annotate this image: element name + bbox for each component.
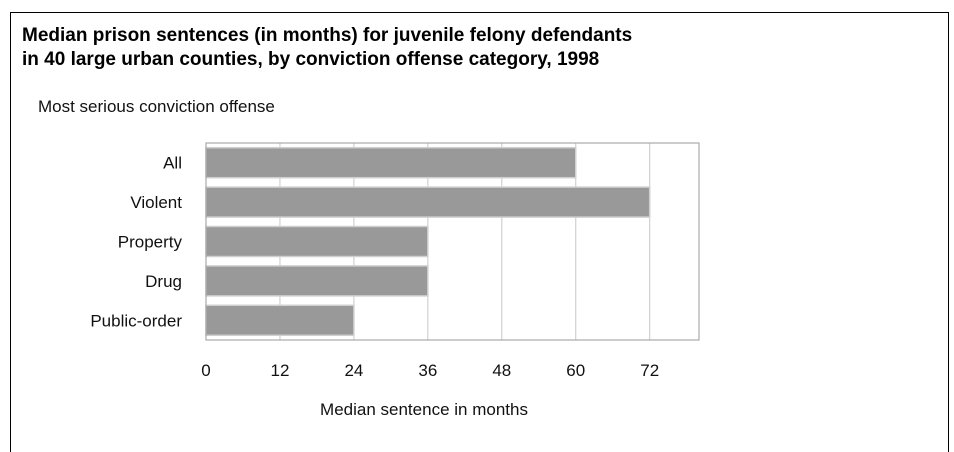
category-label: Drug [145,272,182,291]
x-tick-label: 60 [566,361,585,380]
bar-chart: All Violent Property Drug Public-order 0 12 24 3… [90,142,700,419]
bar-property [205,225,429,258]
bar-drug [205,265,429,297]
bar-violent [205,186,651,218]
axes [205,142,700,341]
chart-title-line-1: Median prison sentences (in months) for … [22,25,633,46]
bar-all [205,146,577,179]
bars [205,146,651,337]
category-label: All [163,154,182,173]
x-tick-label: 24 [344,361,363,380]
labels: All Violent Property Drug Public-order 0 12 24 3… [90,154,659,380]
x-tick-label: 36 [418,361,437,380]
x-tick-label: 12 [270,361,289,380]
chart-title-line-2: in 40 large urban counties, by convictio… [22,49,600,70]
plot-border [205,142,700,341]
chart-frame [10,12,949,452]
y-axis-title: Most serious conviction offense [38,97,275,116]
category-label: Violent [130,193,182,212]
x-axis-title: Median sentence in months [320,400,528,419]
category-label: Property [118,233,183,252]
chart-title: Median prison sentences (in months) for … [22,24,632,72]
x-tick-label: 48 [492,361,511,380]
x-tick-label: 72 [640,361,659,380]
x-tick-label: 0 [201,361,210,380]
category-label: Public-order [90,311,182,330]
bar-public-order [205,304,355,337]
